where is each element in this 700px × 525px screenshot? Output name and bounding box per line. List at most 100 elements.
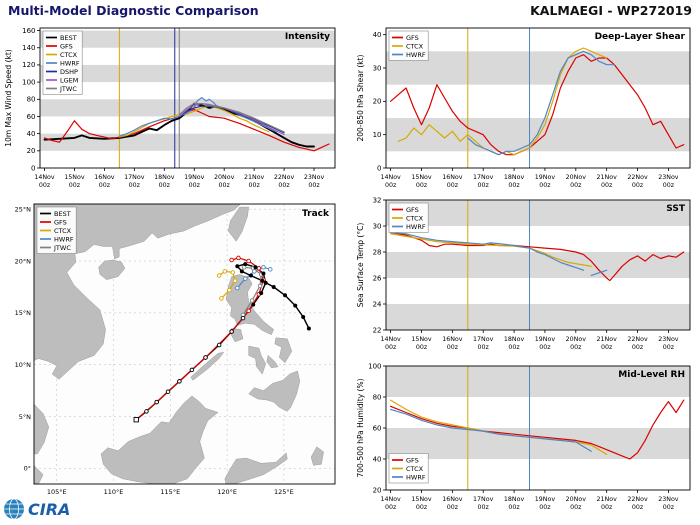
svg-text:22Nov: 22Nov [627,496,648,503]
track-map: 105°E 110°E 115°E 120°E 125°E 0° 5°N 10°N 15°N 20… [15,203,336,496]
svg-text:22: 22 [373,326,382,334]
svg-text:28: 28 [373,248,382,256]
svg-text:18Nov: 18Nov [504,496,525,503]
mid-level-rh-chart: 2040608010014Nov00z15Nov00z16Nov00z17Nov… [356,362,691,511]
svg-text:20: 20 [27,147,36,155]
svg-text:21Nov: 21Nov [597,336,618,343]
svg-text:20Nov: 20Nov [566,174,587,181]
main-title: Multi-Model Diagnostic Comparison [8,3,259,18]
svg-text:00z: 00z [632,182,644,189]
svg-text:60: 60 [27,113,36,121]
svg-text:115°E: 115°E [160,488,180,496]
svg-text:19Nov: 19Nov [535,174,556,181]
svg-text:00z: 00z [248,182,260,189]
svg-text:20Nov: 20Nov [566,496,587,503]
svg-text:Intensity: Intensity [285,32,330,42]
svg-text:HWRF: HWRF [406,223,426,231]
svg-text:00z: 00z [416,504,428,511]
svg-text:00z: 00z [478,344,490,351]
svg-text:40: 40 [373,31,382,39]
svg-text:00z: 00z [663,504,675,511]
svg-text:125°E: 125°E [274,488,294,496]
svg-text:00z: 00z [570,504,582,511]
svg-text:00z: 00z [508,504,520,511]
svg-text:100: 100 [368,362,381,370]
svg-text:40: 40 [27,130,36,138]
svg-text:15Nov: 15Nov [64,174,85,181]
svg-text:32: 32 [373,196,382,204]
svg-text:23Nov: 23Nov [304,174,325,181]
svg-text:00z: 00z [570,182,582,189]
svg-text:00z: 00z [601,344,613,351]
svg-text:17Nov: 17Nov [473,174,494,181]
svg-text:00z: 00z [308,182,320,189]
svg-text:JTWC: JTWC [53,244,71,252]
svg-text:GFS: GFS [54,218,67,226]
svg-text:10m Max Wind Speed (kt): 10m Max Wind Speed (kt) [4,49,13,146]
svg-text:17Nov: 17Nov [473,496,494,503]
svg-text:00z: 00z [601,182,613,189]
svg-text:16Nov: 16Nov [442,496,463,503]
svg-text:GFS: GFS [406,456,419,464]
svg-text:700-500 hPa Humidity (%): 700-500 hPa Humidity (%) [356,378,365,477]
svg-text:21Nov: 21Nov [597,496,618,503]
svg-text:14Nov: 14Nov [34,174,55,181]
svg-text:19Nov: 19Nov [535,336,556,343]
svg-text:CTCX: CTCX [54,227,72,235]
svg-text:120: 120 [22,61,35,69]
svg-text:HWRF: HWRF [60,59,80,67]
svg-text:00z: 00z [219,182,231,189]
svg-text:17Nov: 17Nov [124,174,145,181]
svg-text:16Nov: 16Nov [94,174,115,181]
svg-text:00z: 00z [385,504,397,511]
svg-text:GFS: GFS [406,206,419,214]
svg-text:00z: 00z [508,182,520,189]
svg-text:00z: 00z [278,182,290,189]
svg-text:80: 80 [373,393,382,401]
svg-text:24: 24 [373,300,382,308]
svg-text:HWRF: HWRF [406,51,426,59]
svg-text:Mid-Level RH: Mid-Level RH [618,370,685,380]
svg-text:00z: 00z [416,182,428,189]
svg-text:00z: 00z [632,344,644,351]
svg-text:00z: 00z [447,504,459,511]
svg-text:23Nov: 23Nov [658,496,679,503]
svg-text:00z: 00z [447,182,459,189]
svg-text:20: 20 [373,98,382,106]
svg-text:00z: 00z [189,182,201,189]
svg-text:00z: 00z [663,344,675,351]
svg-text:Track: Track [302,209,330,219]
svg-text:00z: 00z [663,182,675,189]
svg-text:22Nov: 22Nov [274,174,295,181]
svg-text:CTCX: CTCX [60,51,78,59]
svg-text:00z: 00z [39,182,51,189]
svg-text:HWRF: HWRF [54,235,74,243]
svg-text:CTCX: CTCX [406,214,424,222]
svg-text:16Nov: 16Nov [442,174,463,181]
svg-text:00z: 00z [632,504,644,511]
svg-text:16Nov: 16Nov [442,336,463,343]
svg-text:00z: 00z [416,344,428,351]
storm-title: KALMAEGI - WP272019 [530,3,692,18]
intensity-chart: 02040608010012014016014Nov00z15Nov00z16N… [4,27,336,189]
svg-text:00z: 00z [601,504,613,511]
svg-text:21Nov: 21Nov [244,174,265,181]
svg-text:15Nov: 15Nov [411,336,432,343]
svg-text:160: 160 [22,27,35,35]
svg-text:20Nov: 20Nov [214,174,235,181]
svg-text:14Nov: 14Nov [380,174,401,181]
svg-text:15Nov: 15Nov [411,496,432,503]
svg-text:Sea Surface Temp (°C): Sea Surface Temp (°C) [356,223,365,308]
svg-text:14Nov: 14Nov [380,336,401,343]
svg-text:CTCX: CTCX [406,42,424,50]
svg-text:30: 30 [373,222,382,230]
svg-text:18Nov: 18Nov [504,336,525,343]
svg-text:00z: 00z [539,182,551,189]
svg-text:15Nov: 15Nov [411,174,432,181]
svg-text:JTWC: JTWC [59,85,77,93]
svg-text:26: 26 [373,274,382,282]
svg-text:00z: 00z [478,182,490,189]
svg-text:18Nov: 18Nov [154,174,175,181]
svg-text:19Nov: 19Nov [535,496,556,503]
svg-text:00z: 00z [129,182,141,189]
